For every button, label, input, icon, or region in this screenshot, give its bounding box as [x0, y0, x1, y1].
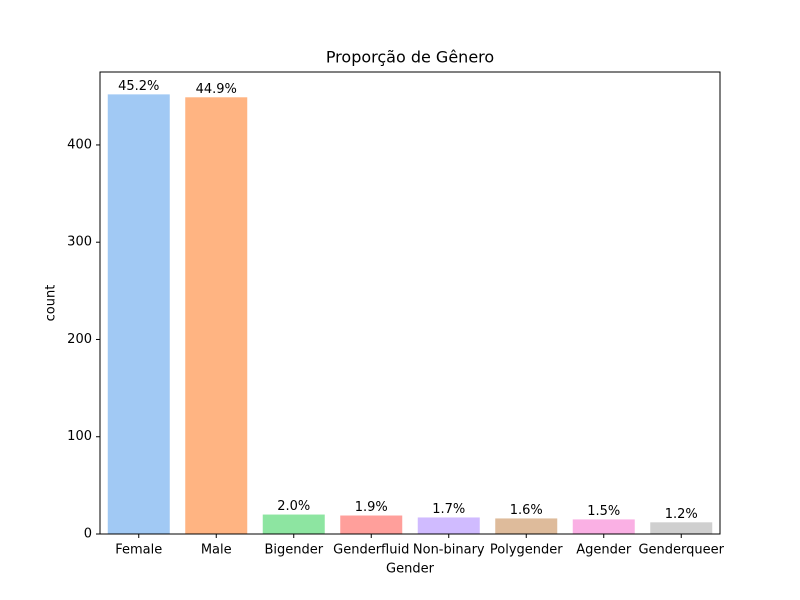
value-label: 44.9% — [196, 82, 237, 97]
y-tick-label: 100 — [67, 429, 92, 444]
y-tick-label: 200 — [67, 332, 92, 347]
bar — [572, 519, 635, 534]
value-label: 1.7% — [432, 502, 465, 517]
bar — [262, 514, 325, 534]
value-label: 1.9% — [355, 500, 388, 515]
y-tick-label: 400 — [67, 137, 92, 152]
value-label: 1.2% — [665, 507, 698, 522]
x-tick-label: Bigender — [264, 543, 323, 558]
x-tick-label: Female — [115, 543, 162, 558]
bar — [340, 515, 403, 534]
x-tick-label: Male — [201, 543, 232, 558]
y-tick-label: 0 — [84, 527, 92, 542]
bar — [495, 518, 558, 534]
bar — [107, 94, 170, 534]
plot-frame — [99, 71, 721, 535]
x-tick-label: Agender — [576, 543, 632, 558]
y-tick-label: 300 — [67, 235, 92, 250]
value-label: 45.2% — [118, 79, 159, 94]
value-label: 1.5% — [587, 504, 620, 519]
x-tick-label: Polygender — [490, 543, 563, 558]
x-tick-label: Non-binary — [413, 543, 485, 558]
y-axis-label: count — [44, 285, 59, 322]
bar — [417, 517, 480, 534]
x-axis-label: Gender — [386, 562, 435, 577]
bar — [185, 97, 248, 534]
value-label: 2.0% — [277, 499, 310, 514]
bar — [650, 522, 713, 534]
x-tick-label: Genderfluid — [333, 543, 409, 558]
value-label: 1.6% — [510, 503, 543, 518]
chart-title: Proporção de Gênero — [326, 48, 494, 67]
x-tick-label: Genderqueer — [638, 543, 724, 558]
